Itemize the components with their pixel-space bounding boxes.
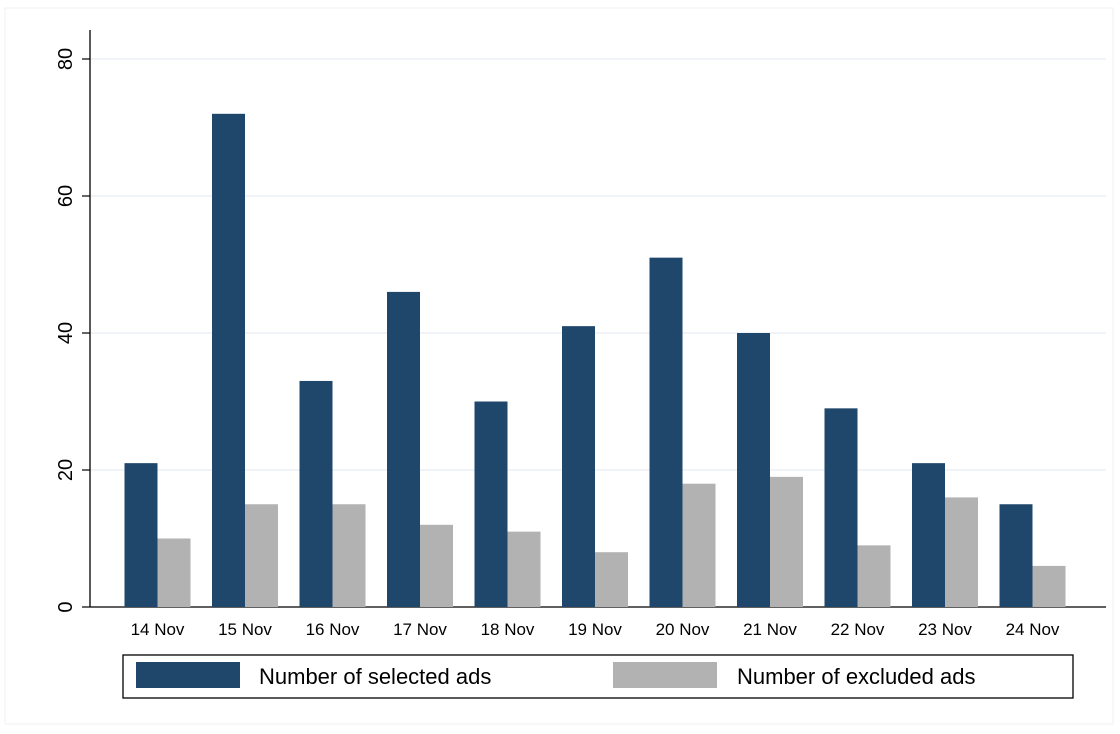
bar-selected-ads	[999, 504, 1033, 607]
bar-excluded-ads	[945, 497, 978, 607]
bar-excluded-ads	[857, 545, 891, 607]
y-tick-label: 40	[55, 322, 77, 344]
bar-selected-ads	[649, 257, 683, 607]
bar-excluded-ads	[595, 552, 628, 607]
bar-selected-ads	[212, 113, 245, 608]
x-tick-label: 14 Nov	[131, 620, 185, 639]
bar-excluded-ads	[332, 504, 366, 607]
bar-excluded-ads	[770, 476, 803, 607]
bar-selected-ads	[474, 401, 508, 607]
x-tick-label: 15 Nov	[218, 620, 272, 639]
bar-selected-ads	[912, 463, 945, 607]
x-tick-label: 21 Nov	[743, 620, 797, 639]
bar-selected-ads	[562, 326, 595, 607]
chart-frame	[4, 7, 1114, 725]
x-tick-label: 18 Nov	[481, 620, 535, 639]
y-tick-label: 80	[55, 48, 77, 70]
x-tick-label: 23 Nov	[918, 620, 972, 639]
x-tick-label: 20 Nov	[656, 620, 710, 639]
y-tick-label: 20	[55, 459, 77, 481]
legend-swatch-excluded	[613, 662, 717, 688]
bar-selected-ads	[124, 463, 158, 607]
bar-excluded-ads	[245, 504, 278, 607]
bar-selected-ads	[824, 408, 858, 607]
x-tick-label: 17 Nov	[393, 620, 447, 639]
legend-box	[122, 654, 1074, 699]
legend-swatch-selected	[136, 662, 240, 688]
bar-excluded-ads	[507, 531, 541, 607]
bar-selected-ads	[299, 380, 333, 607]
bar-excluded-ads	[420, 524, 453, 607]
legend-label-excluded: Number of excluded ads	[737, 664, 975, 689]
y-tick-label: 60	[55, 185, 77, 207]
y-tick-label: 0	[55, 601, 77, 612]
legend-label-selected: Number of selected ads	[259, 664, 491, 689]
bar-selected-ads	[737, 333, 770, 607]
x-tick-label: 19 Nov	[568, 620, 622, 639]
x-tick-label: 24 Nov	[1006, 620, 1060, 639]
bar-excluded-ads	[1032, 565, 1066, 607]
x-tick-label: 22 Nov	[831, 620, 885, 639]
bar-excluded-ads	[682, 483, 716, 607]
bar-selected-ads	[387, 291, 420, 607]
x-tick-label: 16 Nov	[306, 620, 360, 639]
bar-excluded-ads	[157, 538, 191, 607]
